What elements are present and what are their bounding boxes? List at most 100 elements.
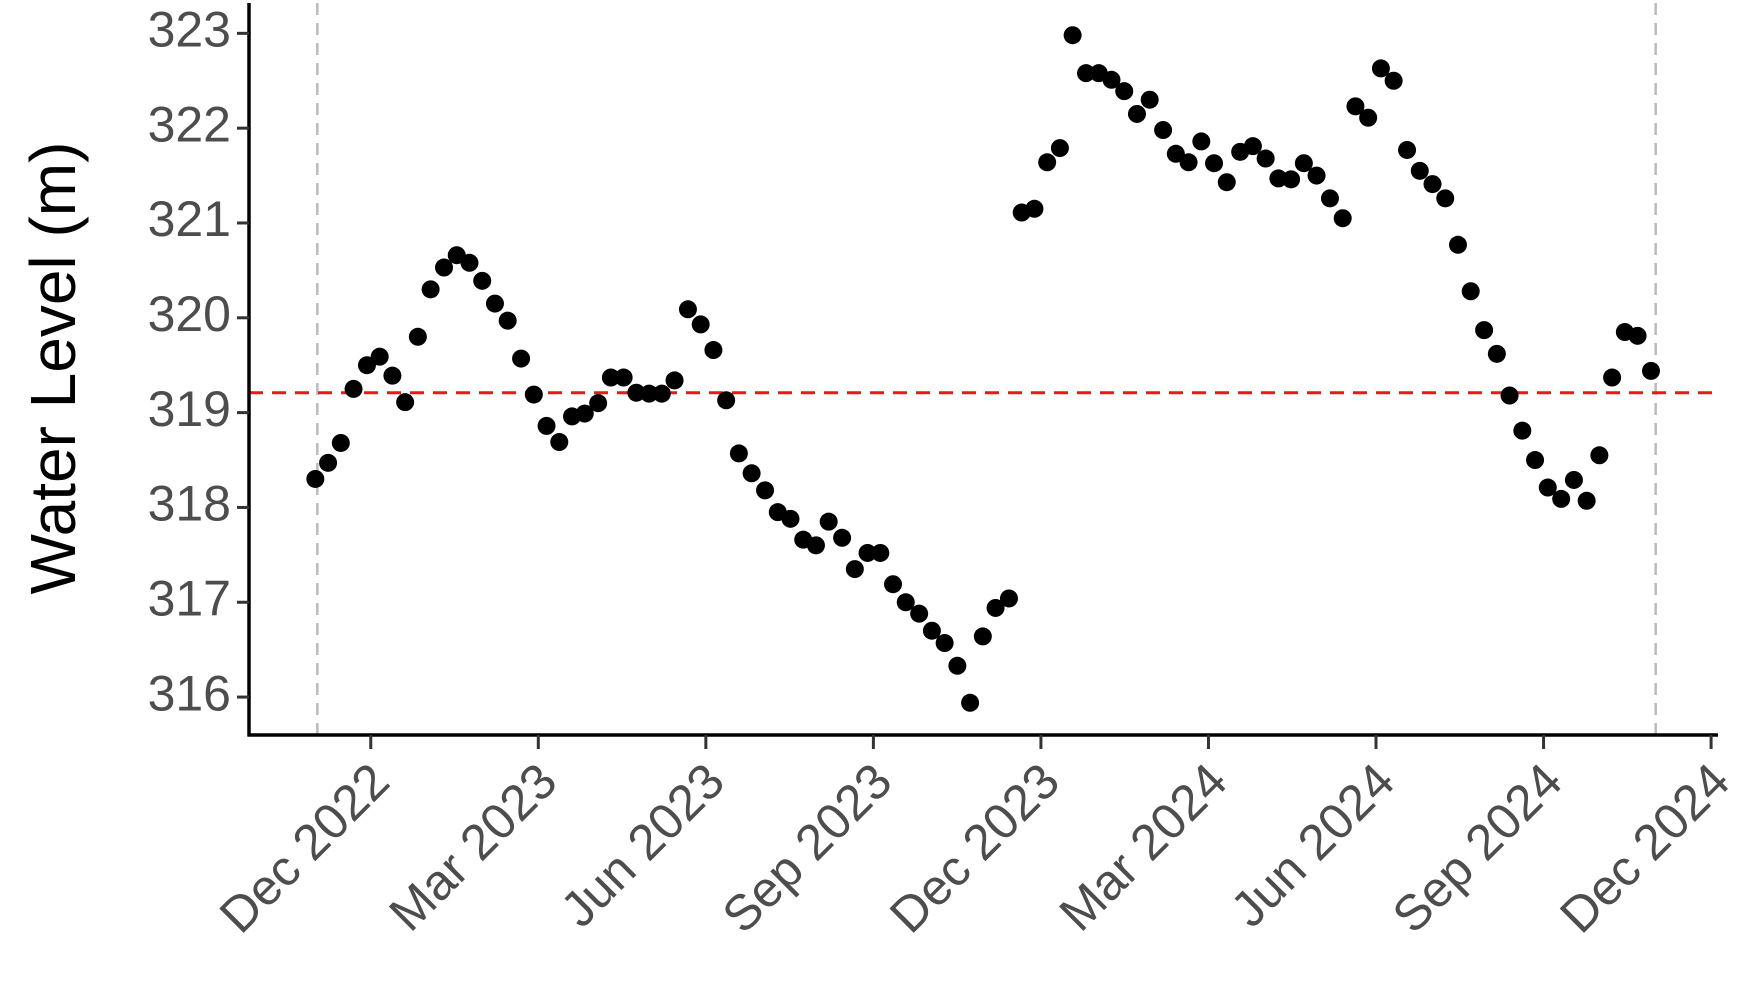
x-tick-label: Mar 2024 [1049, 753, 1238, 942]
x-tick-label: Dec 2022 [209, 753, 400, 944]
data-point [550, 433, 569, 452]
data-point [1192, 132, 1211, 151]
data-point [1590, 446, 1609, 465]
y-tick-label: 321 [148, 191, 231, 247]
data-point [589, 394, 608, 413]
data-point [1384, 71, 1403, 90]
data-point [922, 621, 941, 640]
data-point [1423, 175, 1442, 194]
data-point [460, 253, 479, 272]
x-tick-label: Jun 2023 [550, 753, 735, 938]
data-point [1487, 344, 1506, 363]
data-point [575, 404, 594, 423]
data-point [383, 366, 402, 385]
data-point [421, 280, 440, 299]
data-point [357, 356, 376, 375]
y-tick-label: 319 [148, 381, 231, 437]
data-point [1628, 326, 1647, 345]
x-tick-label: Mar 2023 [378, 753, 567, 942]
data-point [948, 656, 967, 675]
data-point [306, 469, 325, 488]
data-point [845, 560, 864, 579]
data-point [1538, 478, 1557, 497]
data-point [1641, 361, 1660, 380]
data-point [601, 368, 620, 387]
y-tick-label: 316 [148, 665, 231, 721]
data-point [485, 294, 504, 313]
data-point [1179, 153, 1198, 172]
data-point [961, 693, 980, 712]
x-tick-label: Dec 2023 [879, 753, 1070, 944]
data-point [1140, 90, 1159, 109]
data-point [910, 604, 929, 623]
data-point [1282, 170, 1301, 189]
data-point [871, 543, 890, 562]
data-point [884, 575, 903, 594]
data-point [729, 444, 748, 463]
data-point [806, 536, 825, 555]
data-point [704, 341, 723, 360]
data-point [717, 391, 736, 410]
data-point [408, 327, 427, 346]
data-point [1346, 97, 1365, 116]
data-point [1461, 282, 1480, 301]
data-point [1526, 451, 1545, 470]
data-point [1127, 104, 1146, 123]
data-point [1154, 121, 1173, 140]
data-point [691, 315, 710, 334]
data-point [370, 347, 389, 366]
x-tick-label: Sep 2024 [1382, 753, 1573, 944]
data-point [896, 593, 915, 612]
data-point [1500, 386, 1519, 405]
data-point [640, 384, 659, 403]
data-point [1333, 209, 1352, 228]
data-point [498, 311, 517, 330]
data-point [1115, 82, 1134, 101]
y-tick-label: 318 [148, 476, 231, 532]
data-point [1307, 166, 1326, 185]
data-point [1166, 144, 1185, 163]
data-point [1077, 64, 1096, 83]
data-point [1398, 140, 1417, 159]
x-tick-label: Dec 2024 [1549, 753, 1740, 944]
x-tick-label: Jun 2024 [1220, 753, 1405, 938]
data-point [524, 385, 543, 404]
data-point [435, 258, 454, 277]
y-tick-label: 320 [148, 286, 231, 342]
y-axis-label: Water Level (m) [17, 142, 89, 595]
data-point [344, 379, 363, 398]
data-point [819, 512, 838, 531]
y-tick-label: 317 [148, 570, 231, 626]
data-point [512, 349, 531, 368]
data-point [833, 528, 852, 547]
data-point [1205, 154, 1224, 173]
data-point [1038, 153, 1057, 172]
data-point [1564, 470, 1583, 489]
data-point [781, 509, 800, 528]
data-point [1436, 189, 1455, 208]
data-point [1552, 489, 1571, 508]
data-point [1294, 154, 1313, 173]
x-tick-label: Sep 2023 [712, 753, 903, 944]
data-point [678, 300, 697, 319]
data-point [1448, 235, 1467, 254]
data-point [1603, 368, 1622, 387]
data-point [665, 371, 684, 390]
data-point [1475, 321, 1494, 340]
data-point [1371, 59, 1390, 78]
data-point [1513, 421, 1532, 440]
data-point [756, 481, 775, 500]
data-point [858, 543, 877, 562]
data-point [1577, 491, 1596, 510]
y-tick-label: 322 [148, 96, 231, 152]
data-point [986, 598, 1005, 617]
data-point [1256, 149, 1275, 168]
data-point [742, 464, 761, 483]
data-point [935, 634, 954, 653]
data-point [1217, 173, 1236, 192]
data-point [319, 453, 338, 472]
data-point [1063, 26, 1082, 45]
data-point [473, 271, 492, 290]
data-point [999, 589, 1018, 608]
